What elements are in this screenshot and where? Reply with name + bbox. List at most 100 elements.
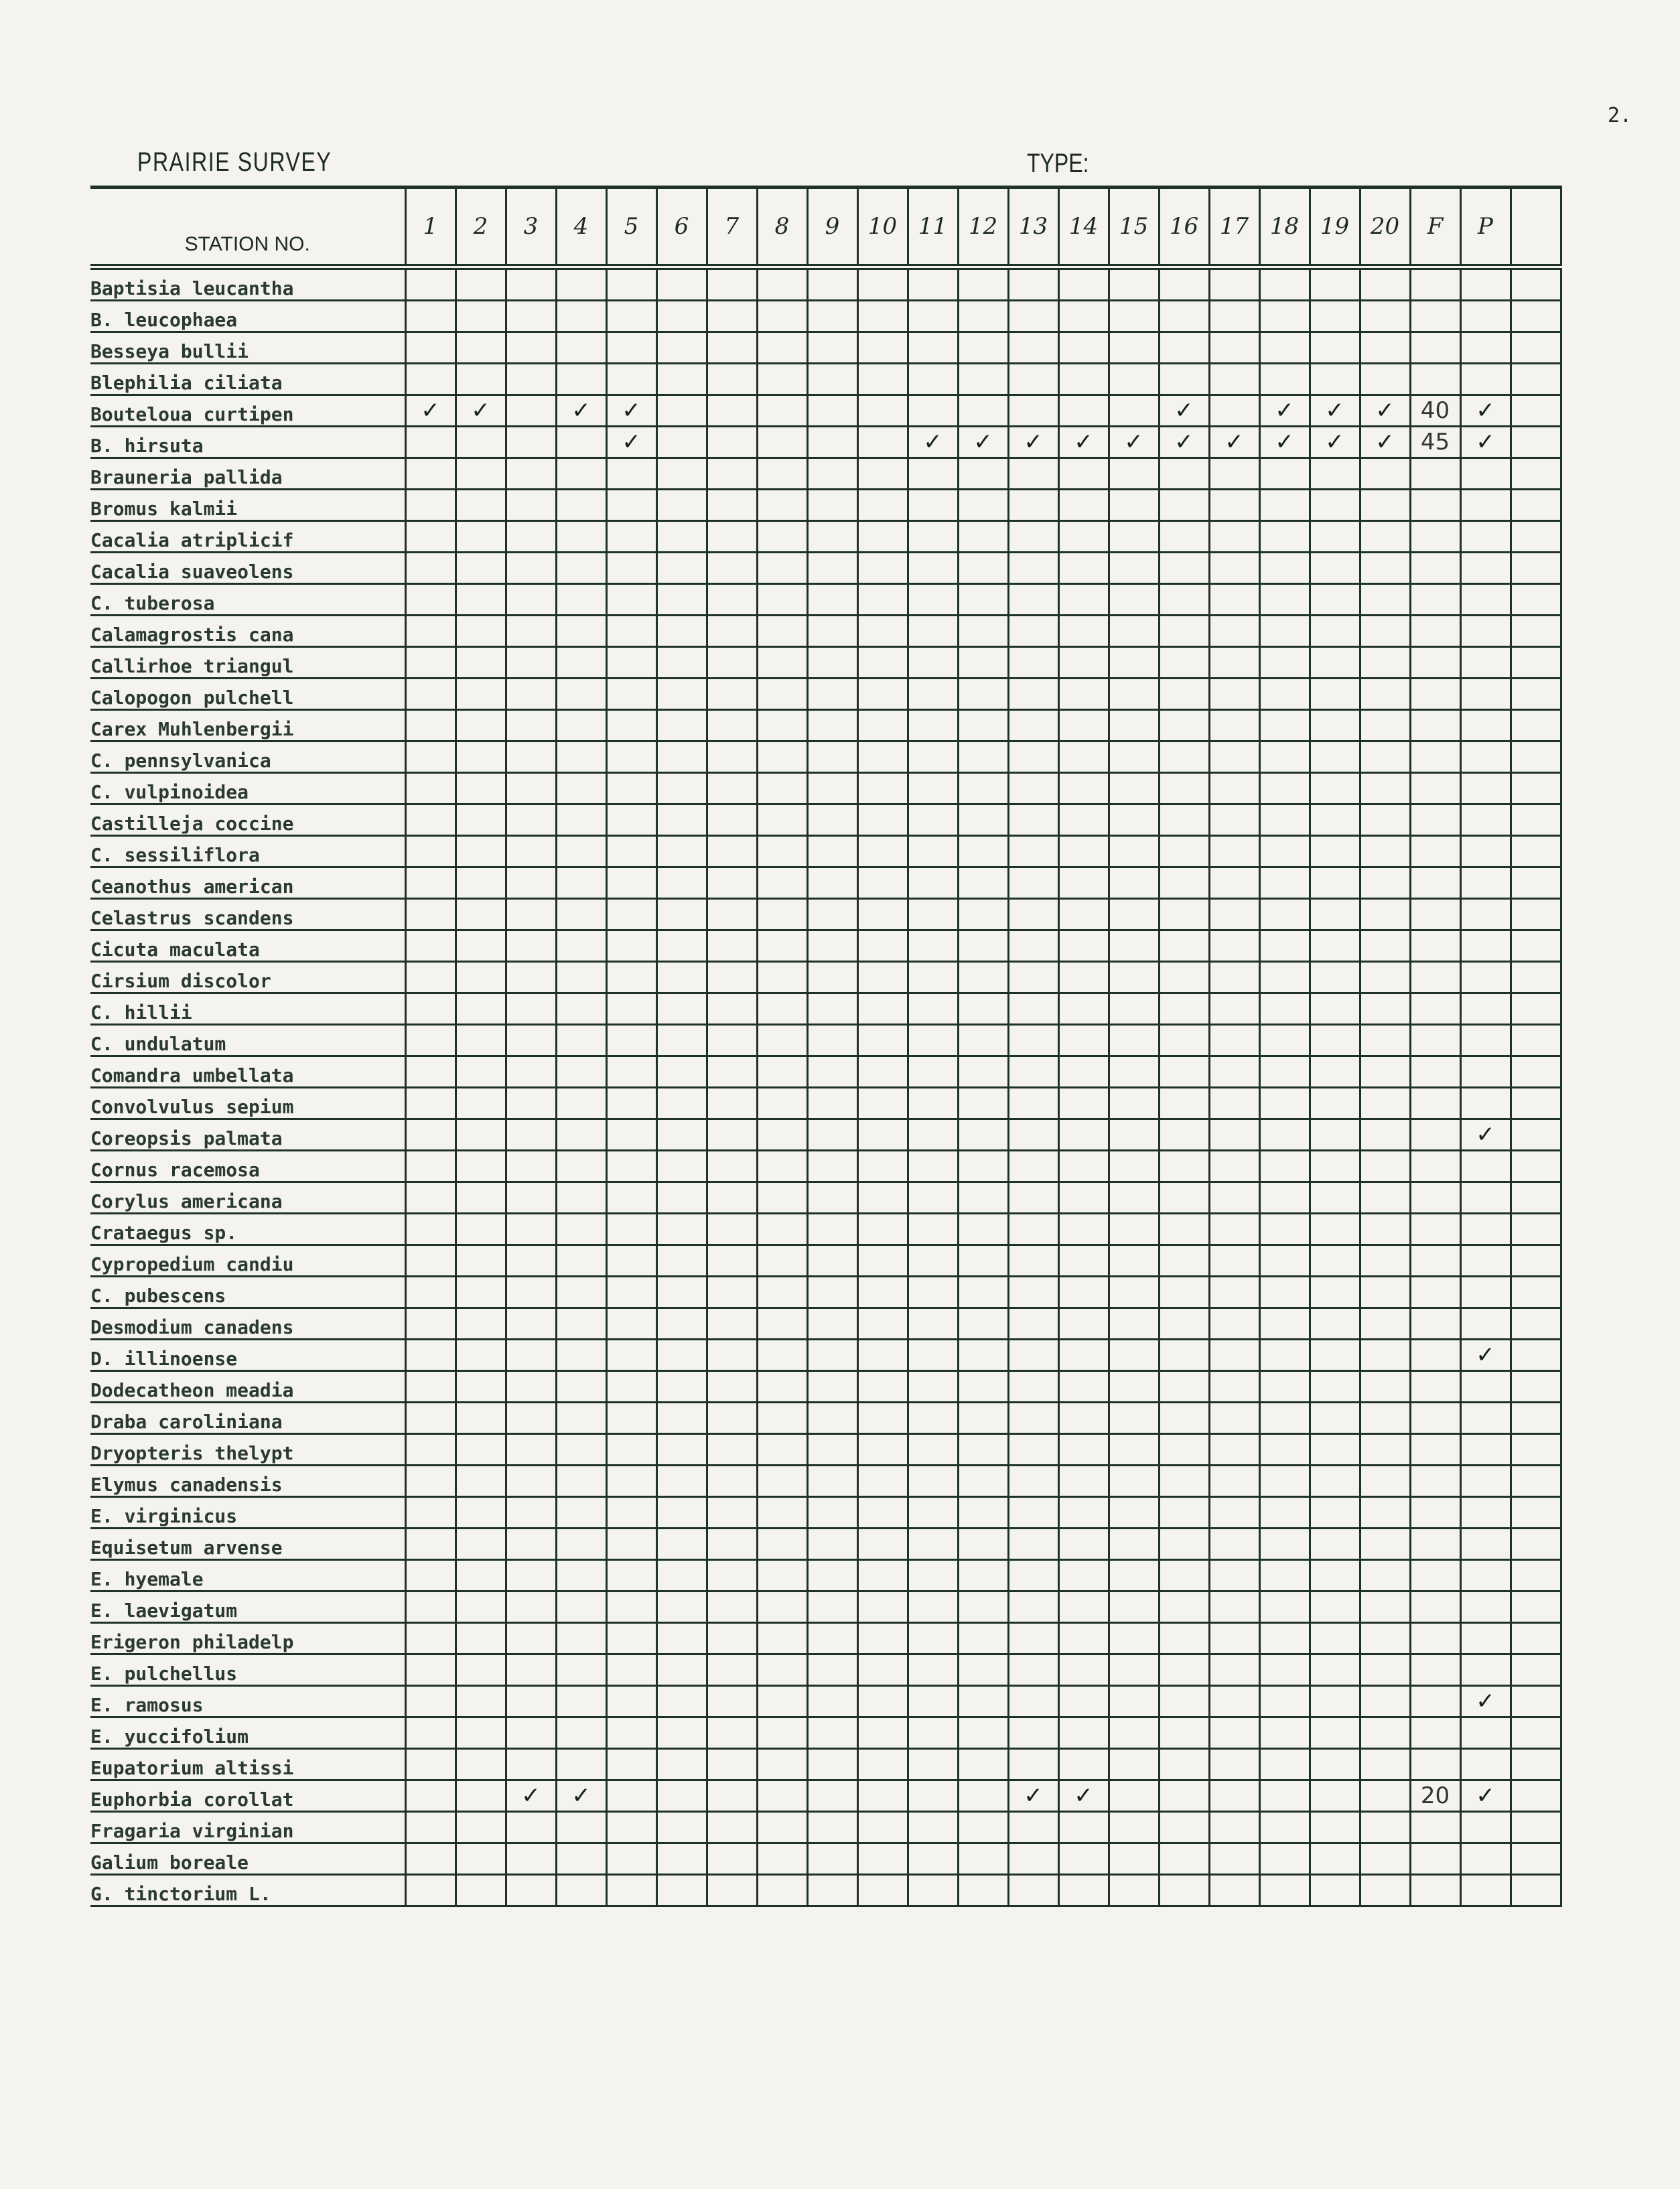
survey-cell [1509, 1622, 1562, 1655]
survey-cell [504, 1307, 557, 1340]
survey-cell [655, 1370, 708, 1403]
survey-cell [605, 992, 658, 1026]
survey-cell [957, 1433, 1009, 1466]
survey-cell [454, 425, 507, 459]
survey-cell [655, 551, 708, 585]
species-name: Cacalia atriplicif [90, 520, 407, 553]
survey-cell [1158, 1212, 1210, 1246]
survey-cell [1308, 835, 1361, 868]
survey-cell [1057, 520, 1110, 553]
station-column-header: 17 [1208, 186, 1261, 270]
survey-cell [1409, 1212, 1462, 1246]
survey-cell [504, 1496, 557, 1529]
survey-cell [555, 488, 608, 522]
survey-cell [504, 362, 557, 396]
survey-cell [756, 520, 809, 553]
species-row: Coreopsis palmata ✓ [90, 1118, 1562, 1151]
survey-cell [1158, 1307, 1210, 1340]
survey-cell [504, 1275, 557, 1309]
survey-cell [705, 772, 758, 805]
survey-cell [806, 1244, 859, 1277]
survey-cell [957, 1464, 1009, 1498]
survey-cell [705, 1181, 758, 1214]
survey-cell [1459, 1590, 1512, 1624]
survey-cell [1158, 520, 1210, 553]
survey-cell [957, 1181, 1009, 1214]
survey-cell [756, 1401, 809, 1435]
survey-cell [806, 1023, 859, 1057]
survey-cell [705, 1275, 758, 1309]
survey-cell [1158, 1527, 1210, 1561]
survey-cell [906, 803, 959, 837]
survey-cell [454, 1244, 507, 1277]
survey-cell [906, 488, 959, 522]
survey-cell [957, 1401, 1009, 1435]
survey-cell [806, 1212, 859, 1246]
survey-cell: 45 [1409, 425, 1462, 459]
survey-cell [454, 583, 507, 616]
survey-cell [1509, 740, 1562, 774]
survey-cell [454, 1023, 507, 1057]
survey-cell [1409, 1653, 1462, 1687]
survey-cell [1358, 929, 1411, 963]
survey-cell [1007, 614, 1060, 648]
survey-cell [1409, 1307, 1462, 1340]
survey-cell [655, 1622, 708, 1655]
survey-cell [454, 1307, 507, 1340]
survey-cell [1107, 1464, 1160, 1498]
survey-cell [705, 929, 758, 963]
survey-cell [454, 1559, 507, 1592]
survey-cell [655, 1748, 708, 1781]
survey-cell [705, 1464, 758, 1498]
survey-cell [1409, 646, 1462, 679]
survey-cell [1459, 803, 1512, 837]
survey-cell [1509, 551, 1562, 585]
species-row: Dryopteris thelypt [90, 1433, 1562, 1466]
survey-cell [856, 1685, 909, 1718]
survey-cell [1007, 929, 1060, 963]
survey-cell [1158, 614, 1210, 648]
survey-cell [1308, 740, 1361, 774]
survey-cell [504, 520, 557, 553]
survey-cell [756, 646, 809, 679]
survey-cell [756, 677, 809, 711]
survey-cell [957, 1559, 1009, 1592]
survey-cell [1409, 1023, 1462, 1057]
survey-cell [1107, 646, 1160, 679]
survey-cell [856, 488, 909, 522]
survey-cell [1308, 1748, 1361, 1781]
survey-cell [1358, 1464, 1411, 1498]
survey-cell [806, 614, 859, 648]
survey-cell [1409, 551, 1462, 585]
survey-cell [605, 866, 658, 900]
survey-cell [1107, 1653, 1160, 1687]
survey-cell [1258, 1244, 1311, 1277]
survey-cell [806, 992, 859, 1026]
survey-cell [454, 520, 507, 553]
survey-cell [1509, 1779, 1562, 1813]
station-column-header: 15 [1107, 186, 1160, 270]
survey-cell [705, 1874, 758, 1907]
survey-cell [856, 1275, 909, 1309]
species-row: C. vulpinoidea [90, 772, 1562, 805]
survey-cell [856, 1244, 909, 1277]
survey-cell [655, 1590, 708, 1624]
survey-cell [756, 1055, 809, 1088]
survey-cell [605, 1496, 658, 1529]
survey-cell [454, 1622, 507, 1655]
survey-cell [1358, 646, 1411, 679]
survey-cell [906, 299, 959, 333]
survey-cell [856, 1464, 909, 1498]
survey-cell [1308, 1086, 1361, 1120]
survey-cell [1308, 457, 1361, 490]
survey-cell [856, 520, 909, 553]
survey-cell [1509, 425, 1562, 459]
survey-cell [555, 1811, 608, 1844]
survey-cell [856, 1433, 909, 1466]
survey-cell [1007, 331, 1060, 364]
survey-cell [404, 1653, 457, 1687]
survey-cell [1258, 1559, 1311, 1592]
survey-cell [454, 1685, 507, 1718]
survey-cell [555, 1212, 608, 1246]
survey-cell [1007, 299, 1060, 333]
